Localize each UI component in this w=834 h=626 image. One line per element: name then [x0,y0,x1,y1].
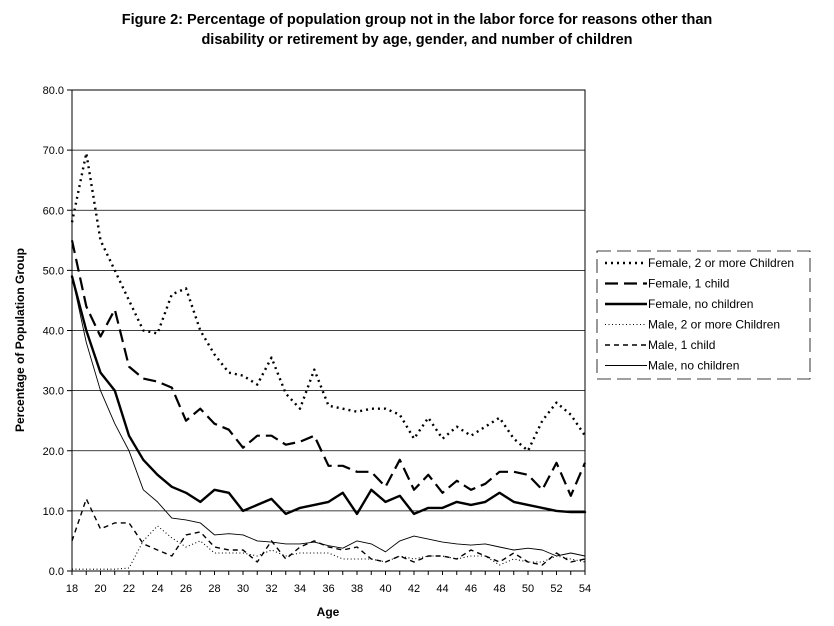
legend-label: Female, 1 child [648,277,729,291]
series-line-4 [72,525,586,570]
legend-label: Male, no children [648,359,739,373]
legend-label: Female, no children [648,297,753,311]
y-tick-label: 30.0 [43,386,64,398]
x-tick-label: 54 [579,583,591,595]
legend-label: Female, 2 or more Children [648,256,794,270]
chart-title-line2: disability or retirement by age, gender,… [201,32,633,48]
chart-title: Figure 2: Percentage of population group… [0,10,834,50]
y-tick-label: 20.0 [43,446,64,458]
x-tick-label: 46 [465,583,477,595]
x-tick-label: 36 [322,583,334,595]
x-tick-label: 40 [379,583,391,595]
x-tick-label: 28 [208,583,220,595]
x-tick-label: 24 [151,583,163,595]
y-tick-label: 50.0 [43,265,64,277]
x-axis-title: Age [317,605,340,619]
legend: Female, 2 or more Children Female, 1 chil… [596,250,811,380]
x-tick-label: 52 [550,583,562,595]
y-axis-title: Percentage of Population Group [13,248,27,432]
x-tick-label: 32 [265,583,277,595]
y-tick-label: 60.0 [43,205,64,217]
y-tick-label: 40.0 [43,326,64,338]
x-tick-label: 38 [351,583,363,595]
legend-label: Male, 2 or more Children [648,318,780,332]
axis-ticks: 0.0 10.0 20.0 30.0 40.0 50.0 60.0 70.0 80.0 18 20 2… [43,85,592,595]
x-tick-label: 50 [522,583,534,595]
series-line-6 [71,275,586,557]
x-tick-label: 26 [180,583,192,595]
y-tick-label: 0.0 [49,566,64,578]
x-tick-label: 22 [123,583,135,595]
x-tick-label: 30 [237,583,249,595]
x-tick-label: 42 [408,583,420,595]
y-tick-label: 10.0 [43,506,64,518]
legend-box [596,250,811,380]
series-lines [70,151,587,570]
x-tick-label: 34 [294,583,306,595]
series-line-2 [70,240,587,497]
y-tick-label: 80.0 [43,85,64,97]
x-tick-label: 20 [94,583,106,595]
legend-label: Male, 1 child [648,338,715,352]
x-tick-label: 44 [436,583,448,595]
series-line-5 [71,498,586,566]
series-line-3 [70,275,587,516]
x-tick-label: 48 [493,583,505,595]
x-tick-label: 18 [66,583,78,595]
y-tick-label: 70.0 [43,145,64,157]
chart-title-line1: Figure 2: Percentage of population group… [121,12,713,28]
gridlines [72,149,585,512]
